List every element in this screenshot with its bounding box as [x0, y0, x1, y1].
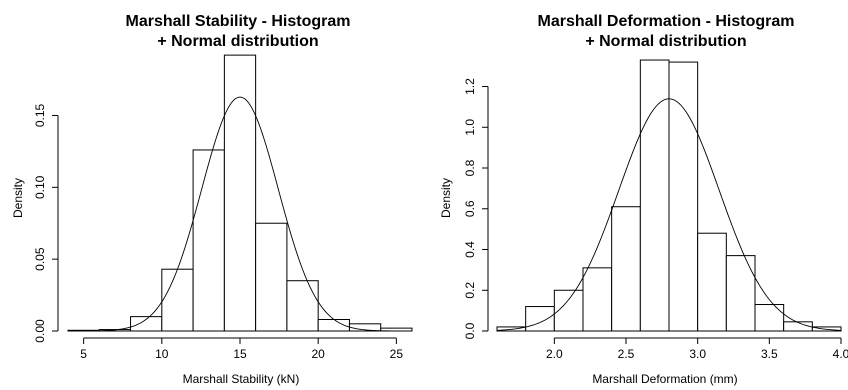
y-tick-label: 1.0 [463, 119, 477, 136]
x-tick-label: 2.0 [546, 347, 563, 361]
x-tick-label: 25 [390, 347, 404, 361]
chart-stability: Marshall Stability - Histogram + Normal … [11, 13, 413, 386]
y-tick-label: 0.15 [33, 103, 47, 127]
x-axis-label: Marshall Stability (kN) [183, 372, 300, 386]
normal-curve [496, 98, 842, 331]
bars [67, 54, 413, 332]
x-tick-label: 3.0 [689, 347, 706, 361]
y-axis-label: Density [439, 178, 453, 218]
y-tick-label: 0.10 [33, 175, 47, 199]
chart-deformation: Marshall Deformation - Histogram + Norma… [439, 13, 848, 386]
y-tick-label: 0.05 [33, 247, 47, 271]
chart-title-line2: + Normal distribution [585, 33, 746, 50]
y-tick-label: 0.0 [463, 322, 477, 339]
x-tick-label: 2.5 [618, 347, 635, 361]
x-tick-label: 4.0 [833, 347, 848, 361]
histogram-bar [611, 206, 641, 332]
bars [496, 59, 842, 332]
x-tick-label: 20 [312, 347, 326, 361]
histogram-bar [553, 289, 584, 332]
chart-title-line2: + Normal distribution [157, 33, 318, 50]
x-axis-label: Marshall Deformation (mm) [592, 372, 737, 386]
histogram-bar [223, 54, 257, 332]
histogram-bar [192, 149, 225, 332]
y-tick-label: 1.2 [463, 78, 477, 95]
y-axis-label: Density [11, 178, 25, 218]
x-tick-label: 3.5 [761, 347, 778, 361]
chart-title-line1: Marshall Stability - Histogram [126, 13, 351, 30]
x-tick-label: 5 [80, 347, 87, 361]
y-tick-label: 0.6 [463, 200, 477, 217]
histogram-bar [161, 268, 194, 332]
x-ticks: 2.0 2.5 3.0 3.5 4.0 [546, 338, 848, 361]
x-tick-label: 10 [155, 347, 169, 361]
y-ticks: 0.0 0.2 0.4 0.6 0.8 1.0 1.2 [463, 78, 488, 339]
chart-title-line1: Marshall Deformation - Histogram [538, 13, 795, 30]
x-tick-label: 15 [233, 347, 247, 361]
normal-curve [68, 96, 412, 332]
histogram-bar [525, 306, 555, 332]
y-tick-label: 0.2 [463, 282, 477, 299]
y-ticks: 0.00 0.05 0.10 0.15 [33, 103, 58, 343]
histogram-bar [725, 255, 756, 332]
histogram-bar [286, 280, 319, 332]
histogram-bar [668, 61, 699, 332]
histogram-bar [697, 232, 727, 332]
histogram-bar [639, 59, 670, 332]
y-tick-label: 0.00 [33, 319, 47, 343]
x-ticks: 5 10 15 20 25 [80, 338, 403, 361]
histogram-bar [582, 267, 613, 332]
y-tick-label: 0.4 [463, 241, 477, 258]
histogram-bar [754, 304, 785, 332]
y-tick-label: 0.8 [463, 159, 477, 176]
histogram-bar [783, 321, 813, 332]
histogram-bar [255, 222, 288, 332]
